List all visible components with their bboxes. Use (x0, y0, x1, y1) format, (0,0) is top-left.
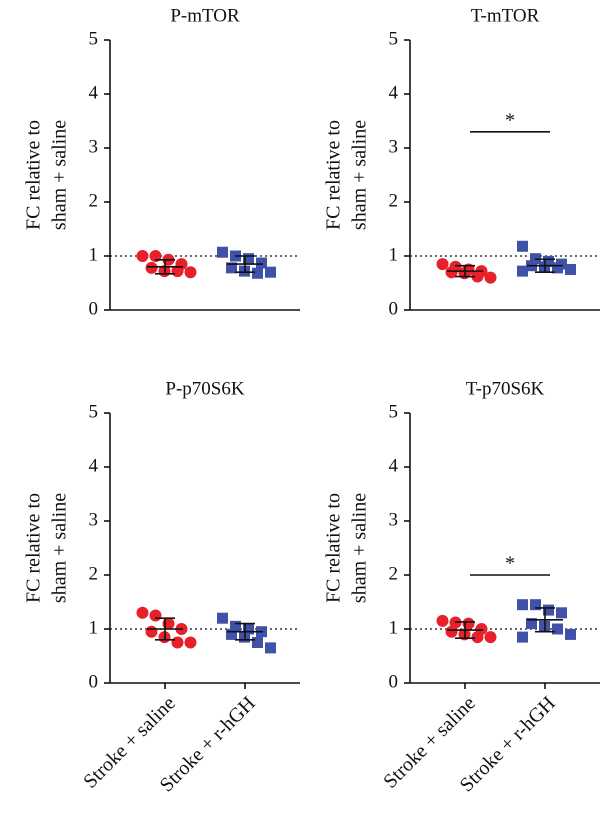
y-tick-label: 2 (389, 190, 399, 211)
data-point (565, 264, 576, 275)
data-point (184, 266, 197, 279)
data-point (265, 642, 276, 654)
data-point (526, 618, 537, 630)
data-point (436, 258, 449, 271)
chart-title: P-p70S6K (165, 378, 244, 399)
y-tick-label: 5 (389, 28, 399, 49)
y-axis-label: sham + saline (349, 493, 371, 603)
data-point (226, 628, 237, 640)
y-tick-label: 5 (89, 401, 99, 422)
y-tick-label: 0 (389, 671, 399, 692)
y-tick-label: 4 (389, 82, 399, 103)
y-axis-label: sham + saline (49, 120, 71, 230)
y-tick-label: 4 (89, 455, 99, 476)
data-point (530, 599, 541, 611)
data-point (445, 625, 458, 638)
y-axis-label: FC relative to (323, 493, 345, 603)
significance-label: * (505, 109, 515, 131)
y-tick-label: 1 (389, 617, 399, 638)
data-point (556, 607, 567, 619)
y-tick-label: 4 (389, 455, 399, 476)
y-tick-label: 0 (89, 298, 99, 319)
y-tick-label: 4 (89, 82, 99, 103)
y-tick-label: 0 (89, 671, 99, 692)
data-point (136, 606, 149, 619)
significance-label: * (505, 553, 515, 575)
y-tick-label: 5 (89, 28, 99, 49)
data-point (217, 612, 228, 624)
data-point (252, 267, 263, 279)
y-axis-label: FC relative to (23, 120, 45, 230)
y-tick-label: 0 (389, 298, 399, 319)
y-tick-label: 3 (89, 509, 99, 530)
data-point (171, 636, 184, 649)
data-point (543, 604, 554, 616)
data-point (243, 623, 254, 635)
data-point (252, 637, 263, 648)
data-point (136, 250, 149, 262)
data-point (145, 625, 158, 638)
y-tick-label: 5 (389, 401, 399, 422)
data-point (256, 257, 267, 269)
y-tick-label: 1 (389, 244, 399, 265)
data-point (243, 253, 254, 265)
data-point (484, 631, 497, 644)
data-point (471, 270, 484, 283)
data-point (471, 631, 484, 644)
y-axis-label: sham + saline (49, 493, 71, 603)
data-point (517, 240, 528, 252)
y-tick-label: 2 (89, 190, 99, 211)
data-point (226, 262, 237, 274)
y-tick-label: 2 (89, 563, 99, 584)
data-point (184, 636, 197, 649)
data-point (217, 246, 228, 258)
y-axis-label: FC relative to (23, 493, 45, 603)
y-tick-label: 1 (89, 617, 99, 638)
y-axis-label: sham + saline (349, 120, 371, 230)
data-point (484, 271, 497, 284)
data-point (517, 265, 528, 277)
data-point (552, 262, 563, 274)
data-point (445, 266, 458, 279)
data-point (149, 609, 162, 622)
data-point (552, 623, 563, 635)
data-point (230, 620, 241, 632)
data-point (265, 266, 276, 278)
chart-title: T-mTOR (471, 5, 540, 26)
data-point (436, 614, 449, 627)
data-point (517, 599, 528, 611)
chart-title: P-mTOR (170, 5, 240, 26)
y-tick-label: 2 (389, 563, 399, 584)
data-point (517, 631, 528, 643)
data-point (145, 261, 158, 274)
y-tick-label: 3 (389, 136, 399, 157)
y-tick-label: 3 (89, 136, 99, 157)
y-axis-label: FC relative to (323, 120, 345, 230)
chart-title: T-p70S6K (466, 378, 545, 399)
data-point (565, 628, 576, 640)
y-tick-label: 1 (89, 244, 99, 265)
y-tick-label: 3 (389, 509, 399, 530)
